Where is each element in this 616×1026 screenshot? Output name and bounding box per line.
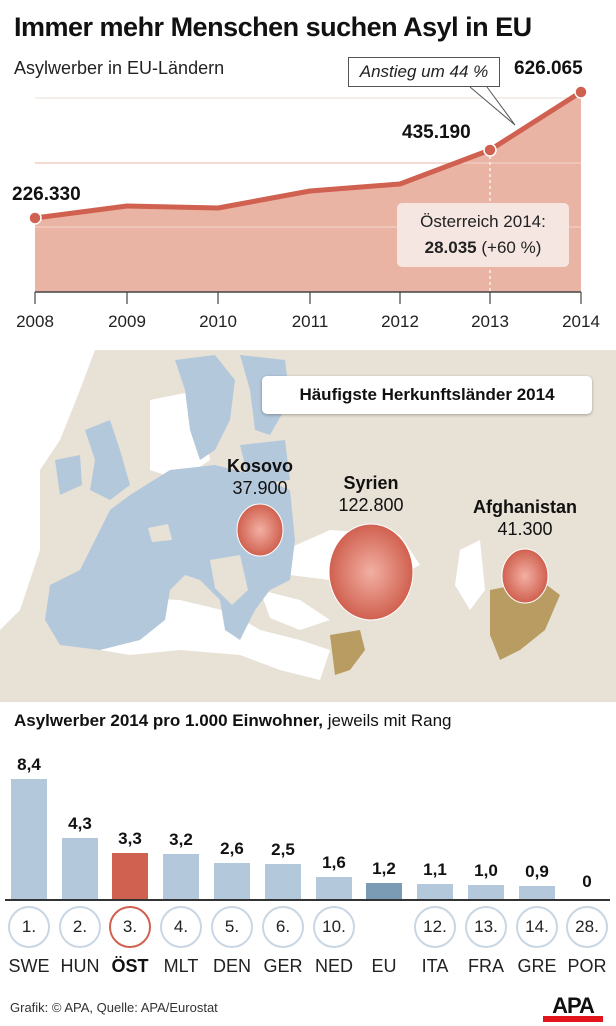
bar-value-mlt: 3,2 [169,830,193,849]
label-afghanistan: Afghanistan 41.300 [472,497,578,539]
country-label-mlt: MLT [163,956,199,976]
rank-badge-ost: 3. [109,906,151,948]
bubble-kosovo [236,503,284,557]
bar-value-eu: 1,2 [372,859,396,878]
bubble-afghanistan [501,548,549,604]
rank-badge-hun: 2. [59,906,101,948]
increase-callout: Anstieg um 44 % [348,57,500,87]
value-label-2013: 435.190 [402,122,471,143]
rank-badge-ned: 10. [313,906,355,948]
bar-ger [265,864,301,899]
label-syria: Syrien 122.800 [338,473,404,515]
country-label-den: DEN [212,956,252,976]
rank-badge-ita: 12. [414,906,456,948]
bar-value-swe: 8,4 [17,755,41,774]
x-tick-2013: 2013 [471,312,509,331]
country-label-ned: NED [314,956,354,976]
syria-shape [330,630,365,675]
country-label-por: POR [567,956,607,976]
rank-badge-gre: 14. [516,906,558,948]
austria-value: 28.035 [424,238,477,257]
afghanistan-shape [490,580,560,660]
rank-badge-ger: 6. [262,906,304,948]
x-tick-2012: 2012 [381,312,419,331]
bar-value-ita: 1,1 [423,860,447,879]
country-label-eu: EU [371,956,397,976]
bar-eu [366,883,402,899]
point-2013 [483,143,497,157]
bar-ita [417,884,453,899]
x-tick-2014: 2014 [562,312,600,331]
chart-subtitle: Asylwerber in EU-Ländern [14,58,225,78]
map-title: Häufigste Herkunftsländer 2014 [262,376,592,414]
bar-value-fra: 1,0 [474,861,498,880]
bar-chart-title: Asylwerber 2014 pro 1.000 Einwohner, jew… [14,711,452,730]
bar-value-por: 0 [582,872,592,891]
country-label-hun: HUN [60,956,100,976]
bar-gre [519,886,555,899]
line-chart [28,85,588,304]
country-label-ost: ÖST [111,956,149,976]
austria-change: (+60 %) [481,238,542,257]
bar-swe [11,779,47,899]
x-tick-2008: 2008 [16,312,54,331]
austria-label: Österreich 2014: [420,212,546,231]
label-kosovo: Kosovo 37.900 [226,456,294,498]
bar-den [214,863,250,899]
bubble-syria [328,523,414,621]
country-label-swe: SWE [8,956,50,976]
bar-value-hun: 4,3 [68,814,92,833]
bar-fra [468,885,504,899]
rank-badge-fra: 13. [465,906,507,948]
bar-value-gre: 0,9 [525,862,549,881]
rank-badge-mlt: 4. [160,906,202,948]
x-tick-2010: 2010 [199,312,237,331]
country-label-gre: GRE [517,956,557,976]
country-label-fra: FRA [468,956,504,976]
bar-value-ned: 1,6 [322,853,346,872]
bar-baseline [5,899,610,901]
country-label-ger: GER [263,956,303,976]
value-label-2014: 626.065 [514,58,583,79]
bar-value-ost: 3,3 [118,829,142,848]
austria-info-box: Österreich 2014: 28.035 (+60 %) [397,203,569,267]
apa-logo: APA [543,995,603,1022]
rank-badge-swe: 1. [8,906,50,948]
country-label-ita: ITA [421,956,449,976]
point-2014 [574,85,588,99]
x-tick-2009: 2009 [108,312,146,331]
bar-value-ger: 2,5 [271,840,295,859]
value-label-2008: 226.330 [12,184,81,205]
point-2008 [28,211,42,225]
rank-badge-den: 5. [211,906,253,948]
x-tick-2011: 2011 [291,312,329,331]
bar-value-den: 2,6 [220,839,244,858]
logo-red-bar [543,1016,603,1022]
bar-mlt [163,854,199,899]
bar-ned [316,877,352,899]
bar-ost [112,853,148,899]
page-title: Immer mehr Menschen suchen Asyl in EU [14,12,532,42]
source-credit: Grafik: © APA, Quelle: APA/Eurostat [10,1000,218,1015]
rank-badge-por: 28. [566,906,608,948]
bar-hun [62,838,98,899]
